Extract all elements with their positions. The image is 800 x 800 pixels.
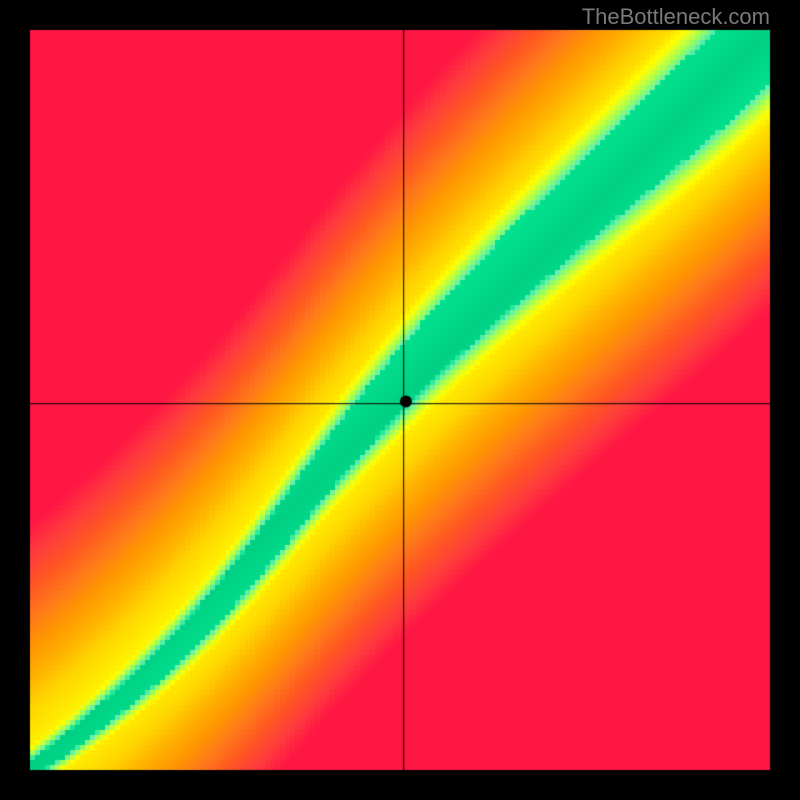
heatmap-canvas	[0, 0, 800, 800]
chart-container: TheBottleneck.com	[0, 0, 800, 800]
watermark-text: TheBottleneck.com	[582, 4, 770, 30]
